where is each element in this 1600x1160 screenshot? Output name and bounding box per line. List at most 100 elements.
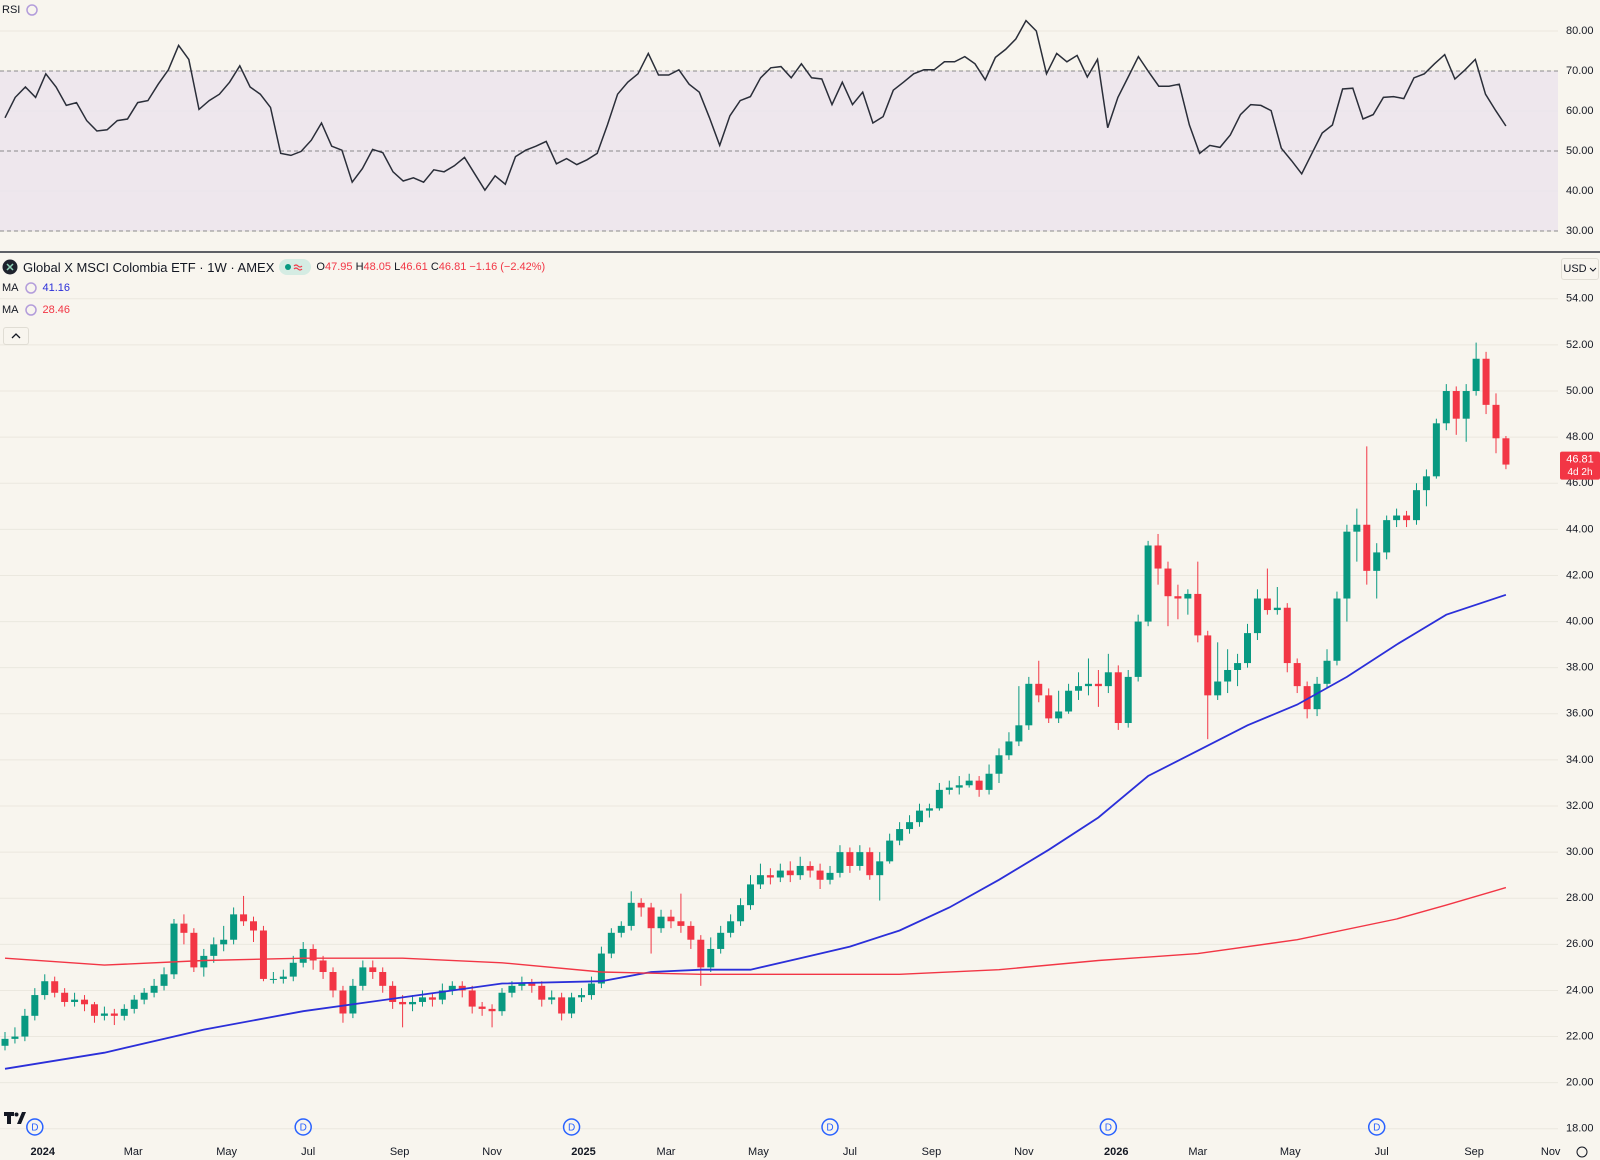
event-label: D xyxy=(1373,1123,1380,1134)
settings-icon[interactable] xyxy=(25,3,39,17)
x-tick-label: 2025 xyxy=(571,1146,595,1158)
candle-body xyxy=(826,872,834,880)
candle-body xyxy=(856,852,864,866)
candle-body xyxy=(1134,621,1142,677)
candle-body xyxy=(1253,598,1261,634)
candle-body xyxy=(925,808,933,811)
candle-body xyxy=(876,861,884,876)
low-label: L xyxy=(394,261,401,273)
candle-body xyxy=(200,955,208,968)
candle-body xyxy=(11,1036,19,1039)
candle-body xyxy=(90,1004,98,1016)
candle-body xyxy=(230,914,238,940)
y-tick-label: 24.00 xyxy=(1566,984,1594,996)
event-label: D xyxy=(826,1123,833,1134)
candle-body xyxy=(190,932,198,968)
x-tick-label: Nov xyxy=(482,1146,502,1158)
candle-body xyxy=(1174,596,1182,599)
candle-body xyxy=(786,870,794,876)
candle-body xyxy=(488,1008,496,1012)
x-tick-label: Nov xyxy=(1014,1146,1034,1158)
candle-body xyxy=(1055,711,1063,719)
candle-body xyxy=(250,921,257,931)
y-tick-label: 48.00 xyxy=(1566,431,1594,443)
candle-body xyxy=(548,997,556,1000)
y-tick-label: 18.00 xyxy=(1566,1123,1594,1135)
candle-body xyxy=(110,1013,118,1016)
candle-body xyxy=(737,905,745,922)
event-label: D xyxy=(568,1123,575,1134)
settings-button[interactable] xyxy=(1576,1146,1588,1158)
x-tick-label: Jul xyxy=(843,1146,857,1158)
candle-body xyxy=(359,967,367,986)
candle-body xyxy=(1184,593,1192,599)
candle-body xyxy=(1482,358,1490,405)
candle-body xyxy=(1065,690,1073,712)
candle-body xyxy=(1194,593,1202,636)
x-tick-label: Mar xyxy=(1188,1146,1207,1158)
x-tick-label: 2026 xyxy=(1104,1146,1128,1158)
candle-body xyxy=(945,787,953,790)
ma-value: 41.16 xyxy=(42,282,71,294)
candle-body xyxy=(796,865,804,876)
candle-body xyxy=(1273,607,1281,611)
candle-body xyxy=(1432,423,1440,477)
y-tick-label: 80.00 xyxy=(1566,25,1594,37)
candle-body xyxy=(379,972,387,986)
y-tick-label: 40.00 xyxy=(1566,185,1594,197)
candle-body xyxy=(61,992,69,1002)
candle-body xyxy=(1373,552,1381,571)
candle-body xyxy=(259,930,267,979)
event-label: D xyxy=(300,1123,307,1134)
candle-body xyxy=(349,985,357,1014)
candle-body xyxy=(438,990,446,1000)
event-marker xyxy=(562,1118,581,1136)
candle-body xyxy=(1412,490,1420,521)
candle-body xyxy=(627,902,635,926)
candle-body xyxy=(747,884,754,906)
candle-body xyxy=(1343,531,1351,599)
moving-average xyxy=(4,886,1507,975)
event-marker xyxy=(821,1118,839,1136)
candle-body xyxy=(409,1001,417,1005)
candle-body xyxy=(1164,568,1172,597)
y-tick-label: 28.00 xyxy=(1566,892,1594,904)
candle-body xyxy=(140,992,148,1000)
x-tick-label: Mar xyxy=(124,1146,143,1158)
candle-body xyxy=(1283,607,1291,664)
candle-body xyxy=(995,755,1003,774)
collapse-button[interactable] xyxy=(3,327,29,345)
ma-legend: MA 41.16 xyxy=(2,281,70,295)
candle-body xyxy=(1204,635,1212,696)
high-label: H xyxy=(355,261,364,273)
candle-body xyxy=(836,852,844,873)
candle-body xyxy=(160,974,168,986)
high-value: 48.05 xyxy=(363,261,392,273)
candle-body xyxy=(657,916,665,929)
candle-body xyxy=(915,810,923,823)
candle-body xyxy=(1492,404,1500,439)
candle-body xyxy=(1025,683,1033,726)
x-tick-label: Sep xyxy=(922,1146,942,1158)
candle-body xyxy=(955,785,963,788)
candle-body xyxy=(1214,681,1222,696)
platform-logo xyxy=(4,1112,26,1124)
candle-body xyxy=(677,921,685,926)
y-tick-label: 42.00 xyxy=(1566,569,1594,581)
candle-body xyxy=(210,944,218,956)
candle-body xyxy=(687,925,695,940)
market-status[interactable] xyxy=(279,259,312,275)
event-marker xyxy=(1367,1118,1386,1136)
candle-body xyxy=(71,999,79,1002)
settings-icon[interactable] xyxy=(24,303,38,317)
settings-icon[interactable] xyxy=(24,281,38,295)
candle-body xyxy=(170,923,178,975)
candle-body xyxy=(498,992,506,1012)
currency-button[interactable]: USD xyxy=(1561,258,1599,280)
candle-body xyxy=(1263,598,1271,611)
candle-body xyxy=(289,962,297,977)
y-tick-label: 38.00 xyxy=(1566,662,1594,674)
candle-body xyxy=(707,948,715,968)
